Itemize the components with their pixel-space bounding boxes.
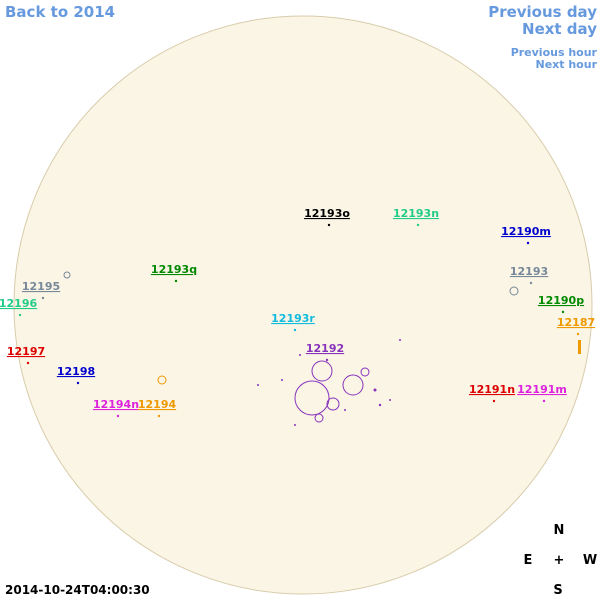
compass-center: + [554, 553, 565, 568]
previous-day-link[interactable]: Previous day [488, 3, 597, 21]
region-label[interactable]: 12195 [22, 280, 60, 293]
region-marker [325, 358, 329, 362]
region-label[interactable]: 12196 [0, 297, 37, 310]
region-marker [526, 241, 530, 245]
region-marker [41, 296, 45, 300]
region-label[interactable]: 12187 [557, 316, 595, 329]
region-label[interactable]: 12193q [151, 263, 197, 276]
back-link[interactable]: Back to 2014 [5, 3, 115, 21]
previous-hour-link[interactable]: Previous hour [511, 46, 598, 59]
region-label[interactable]: 12193n [393, 207, 439, 220]
timestamp: 2014-10-24T04:00:30 [5, 583, 150, 597]
region-label[interactable]: 12192 [306, 342, 344, 355]
region-marker [542, 399, 546, 403]
region-marker [116, 414, 120, 418]
next-day-link[interactable]: Next day [522, 20, 597, 38]
region-label[interactable]: 12191n [469, 383, 515, 396]
region-marker [492, 399, 496, 403]
region-marker [529, 281, 533, 285]
region-label[interactable]: 12190p [538, 294, 584, 307]
region-marker [561, 310, 565, 314]
region-marker [416, 223, 420, 227]
region-label[interactable]: 12197 [7, 345, 45, 358]
sunspot [63, 271, 71, 279]
region-marker [174, 279, 178, 283]
region-marker [327, 223, 331, 227]
region-marker [293, 328, 297, 332]
compass-east: E [524, 553, 533, 568]
region-label[interactable]: 12191m [517, 383, 567, 396]
sunspot [578, 340, 581, 354]
sunspot-dots [257, 339, 401, 426]
compass-north: N [554, 523, 565, 538]
region-marker [157, 414, 161, 418]
region-label[interactable]: 12193r [271, 312, 315, 325]
region-marker [18, 313, 22, 317]
solar-disk [13, 15, 593, 595]
region-label[interactable]: 12194 [138, 398, 177, 411]
region-label[interactable]: 12198 [57, 365, 95, 378]
compass-west: W [583, 553, 597, 568]
region-marker [76, 381, 80, 385]
region-label[interactable]: 12190m [501, 225, 551, 238]
sunspot [157, 375, 167, 385]
compass-south: S [553, 583, 562, 598]
region-label[interactable]: 12193o [304, 207, 350, 220]
sunspot-group [294, 360, 370, 423]
region-label[interactable]: 12193 [510, 265, 548, 278]
sunspot [509, 286, 519, 296]
region-label[interactable]: 12194n [93, 398, 139, 411]
region-marker [576, 332, 580, 336]
region-marker [26, 361, 30, 365]
next-hour-link[interactable]: Next hour [536, 58, 598, 71]
